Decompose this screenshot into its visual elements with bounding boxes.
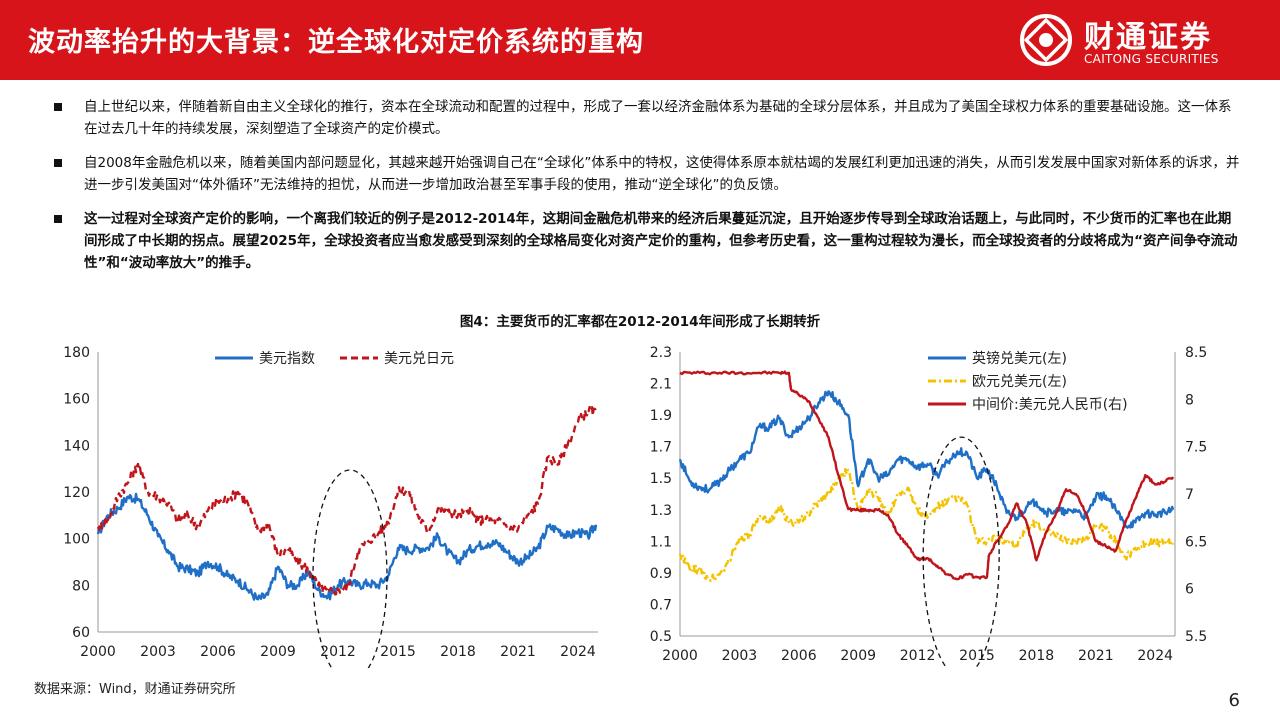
y-left-tick-label: 1.9 bbox=[650, 408, 672, 424]
x-tick-label: 2000 bbox=[80, 644, 116, 660]
legend-label: 中间价:美元兑人民币(右) bbox=[972, 397, 1128, 413]
header-bar: 波动率抬升的大背景：逆全球化对定价系统的重构 财通证券 CAITONG SECU… bbox=[0, 0, 1280, 80]
x-tick-label: 2009 bbox=[260, 644, 296, 660]
y-left-tick-label: 0.7 bbox=[650, 597, 672, 613]
square-bullet-icon bbox=[54, 215, 62, 223]
square-bullet-icon bbox=[54, 103, 62, 111]
logo-text-en: CAITONG SECURITIES bbox=[1084, 52, 1219, 66]
y-right-tick-label: 6 bbox=[1185, 582, 1194, 598]
bullet-list: 自上世纪以来，伴随着新自由主义全球化的推行，资本在全球流动和配置的过程中，形成了… bbox=[52, 96, 1242, 286]
y-right-tick-label: 7.5 bbox=[1185, 440, 1207, 456]
y-left-tick-label: 2.1 bbox=[650, 377, 672, 393]
figure-title: 图4：主要货币的汇率都在2012-2014年间形成了长期转折 bbox=[459, 314, 821, 330]
y-left-tick-label: 1.3 bbox=[650, 503, 672, 519]
chart-gbp-eur-cny: 0.5 0.7 0.9 1.1 1.3 1.5 1.7 1.9 2.1 2.3 5.5 6 6.5 7 7.… bbox=[650, 345, 1207, 668]
y-left-tick-label: 1.5 bbox=[650, 471, 672, 487]
bullet-item: 这一过程对全球资产定价的影响，一个离我们较近的例子是2012-2014年，这期间… bbox=[52, 208, 1242, 274]
legend-label: 英镑兑美元(左) bbox=[972, 350, 1067, 367]
x-tick-label: 2006 bbox=[781, 648, 817, 664]
x-tick-label: 2006 bbox=[200, 644, 236, 660]
page-number: 6 bbox=[1228, 690, 1240, 711]
y-left-tick-label: 1.7 bbox=[650, 440, 672, 456]
bullet-text: 自2008年金融危机以来，随着美国内部问题显化，其越来越开始强调自己在“全球化”… bbox=[84, 155, 1240, 193]
y-right-tick-label: 7 bbox=[1185, 487, 1194, 503]
series-line-3 bbox=[679, 370, 1175, 581]
y-left-tick-label: 0.5 bbox=[650, 629, 672, 645]
x-tick-label: 2015 bbox=[959, 648, 995, 664]
data-source: 数据来源：Wind，财通证券研究所 bbox=[34, 682, 236, 697]
x-tick-label: 2024 bbox=[1137, 648, 1173, 664]
bullet-text: 自上世纪以来，伴随着新自由主义全球化的推行，资本在全球流动和配置的过程中，形成了… bbox=[84, 99, 1232, 137]
x-tick-label: 2012 bbox=[900, 648, 936, 664]
legend-bg bbox=[924, 394, 1146, 415]
series-line-2 bbox=[96, 405, 598, 596]
logo-text-cn: 财通证券 bbox=[1084, 20, 1212, 55]
brand-logo: 财通证券 CAITONG SECURITIES bbox=[1018, 10, 1268, 72]
y-right-tick-label: 6.5 bbox=[1185, 534, 1207, 550]
bullet-text: 这一过程对全球资产定价的影响，一个离我们较近的例子是2012-2014年，这期间… bbox=[84, 211, 1238, 271]
x-tick-label: 2018 bbox=[440, 644, 476, 660]
highlight-ellipse bbox=[922, 436, 1000, 668]
square-bullet-icon bbox=[54, 159, 62, 167]
y-tick-label: 100 bbox=[63, 532, 90, 548]
page-title: 波动率抬升的大背景：逆全球化对定价系统的重构 bbox=[28, 27, 644, 58]
series-line-1 bbox=[678, 390, 1175, 529]
bullet-item: 自2008年金融危机以来，随着美国内部问题显化，其越来越开始强调自己在“全球化”… bbox=[52, 152, 1242, 196]
series-line-2 bbox=[678, 467, 1175, 582]
highlight-ellipse bbox=[312, 469, 388, 668]
x-tick-label: 2021 bbox=[500, 644, 536, 660]
logo-emblem-icon bbox=[1020, 14, 1072, 66]
y-right-tick-label: 5.5 bbox=[1185, 629, 1207, 645]
y-tick-label: 180 bbox=[63, 345, 90, 361]
legend-label: 欧元兑美元(左) bbox=[972, 374, 1067, 390]
legend-bg bbox=[924, 348, 1146, 369]
x-tick-label: 2015 bbox=[380, 644, 416, 660]
x-tick-label: 2024 bbox=[560, 644, 596, 660]
y-tick-label: 60 bbox=[72, 625, 90, 641]
y-left-tick-label: 2.3 bbox=[650, 345, 672, 361]
chart-usd-index-usdjpy: 60 80 100 120 140 160 180 2000 2003 2006 2009 2012 2… bbox=[63, 345, 598, 668]
series-line-1 bbox=[96, 492, 598, 601]
x-tick-label: 2003 bbox=[722, 648, 758, 664]
x-tick-label: 2012 bbox=[320, 644, 356, 660]
bullet-item: 自上世纪以来，伴随着新自由主义全球化的推行，资本在全球流动和配置的过程中，形成了… bbox=[52, 96, 1242, 140]
y-left-tick-label: 1.1 bbox=[650, 534, 672, 550]
y-right-tick-label: 8 bbox=[1185, 392, 1194, 408]
x-tick-label: 2021 bbox=[1078, 648, 1114, 664]
x-tick-label: 2003 bbox=[140, 644, 176, 660]
y-tick-label: 80 bbox=[72, 578, 90, 594]
legend-bg bbox=[924, 371, 1146, 392]
y-tick-label: 140 bbox=[63, 438, 90, 454]
y-left-tick-label: 0.9 bbox=[650, 566, 672, 582]
y-tick-label: 120 bbox=[63, 485, 90, 501]
x-tick-label: 2009 bbox=[840, 648, 876, 664]
legend-label: 美元指数 bbox=[259, 351, 315, 367]
x-tick-label: 2000 bbox=[662, 648, 698, 664]
y-right-tick-label: 8.5 bbox=[1185, 345, 1207, 361]
x-tick-label: 2018 bbox=[1019, 648, 1055, 664]
legend-label: 美元兑日元 bbox=[384, 351, 454, 367]
y-tick-label: 160 bbox=[63, 392, 90, 408]
